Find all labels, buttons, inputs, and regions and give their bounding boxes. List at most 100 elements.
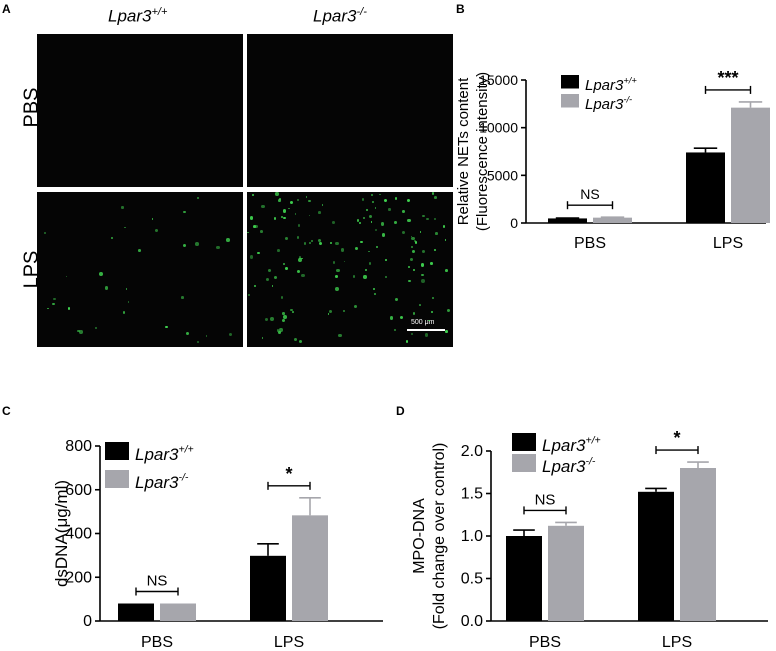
fluorescent-spot bbox=[226, 238, 230, 242]
fluorescent-spot bbox=[125, 288, 128, 290]
legend-swatch bbox=[105, 442, 129, 460]
fluorescent-spot bbox=[443, 225, 446, 228]
fluorescent-spot bbox=[298, 258, 302, 262]
fluorescent-spot bbox=[270, 317, 275, 321]
y-tick-label: 15000 bbox=[479, 72, 518, 88]
fluorescent-spot bbox=[228, 332, 233, 337]
fluorescent-spot bbox=[414, 241, 418, 244]
fluorescent-spot bbox=[354, 304, 358, 309]
fluorescent-spot bbox=[294, 213, 297, 216]
fluorescent-spot bbox=[335, 287, 339, 292]
fluorescent-spot bbox=[181, 296, 184, 299]
fluorescent-spot bbox=[358, 221, 361, 224]
fluorescent-spot bbox=[249, 255, 254, 259]
fluorescent-spot bbox=[329, 241, 332, 244]
fluorescent-spot bbox=[411, 250, 415, 254]
fluorescent-spot bbox=[267, 268, 272, 273]
fluorescent-spot bbox=[421, 250, 425, 254]
fluorescent-spot bbox=[410, 245, 413, 248]
fluorescent-spot bbox=[292, 311, 294, 313]
bar bbox=[292, 515, 328, 621]
fluorescent-spot bbox=[444, 239, 447, 242]
fluorescent-spot bbox=[317, 239, 321, 243]
fluorescent-spot bbox=[366, 209, 369, 212]
fluorescent-spot bbox=[261, 337, 264, 339]
fluorescent-spot bbox=[362, 216, 366, 220]
fluorescent-spot bbox=[196, 196, 199, 199]
fluorescent-spot bbox=[127, 301, 130, 303]
fluorescent-spot bbox=[368, 214, 372, 218]
fluorescent-spot bbox=[327, 312, 330, 315]
fluorescent-spot bbox=[370, 221, 373, 223]
micrograph-pbs-ko bbox=[247, 34, 453, 187]
fluorescent-spot bbox=[251, 193, 255, 196]
fluorescent-spot bbox=[298, 224, 301, 227]
y-tick-label: 0.5 bbox=[461, 571, 483, 588]
fluorescent-spot bbox=[356, 219, 360, 222]
x-category-label: LPS bbox=[713, 235, 743, 252]
legend-swatch bbox=[512, 454, 536, 472]
fluorescent-spot bbox=[374, 228, 378, 231]
fluorescent-spot bbox=[279, 328, 283, 332]
fluorescent-spot bbox=[381, 233, 386, 237]
bar bbox=[506, 536, 542, 621]
fluorescent-spot bbox=[273, 217, 277, 221]
fluorescent-spot bbox=[364, 269, 367, 272]
fluorescent-spot bbox=[280, 215, 284, 219]
bar bbox=[731, 107, 770, 223]
fluorescent-spot bbox=[412, 268, 416, 272]
panel-label-c: C bbox=[2, 404, 11, 418]
fluorescent-spot bbox=[297, 270, 301, 274]
fluorescent-spot bbox=[276, 329, 280, 333]
fluorescent-spot bbox=[361, 197, 365, 201]
fluorescent-spot bbox=[389, 316, 394, 320]
fluorescent-spot bbox=[318, 241, 322, 245]
fluorescent-spot bbox=[298, 340, 303, 344]
fluorescent-spot bbox=[247, 293, 250, 296]
fluorescent-spot bbox=[264, 317, 269, 322]
fluorescent-spot bbox=[247, 231, 250, 234]
fluorescent-spot bbox=[298, 256, 301, 259]
fluorescent-spot bbox=[372, 287, 376, 291]
fluorescent-spot bbox=[265, 277, 269, 281]
fluorescent-spot bbox=[165, 325, 168, 329]
fluorescent-spot bbox=[445, 330, 448, 333]
y-tick-label: 10000 bbox=[479, 120, 518, 136]
fluorescent-spot bbox=[335, 275, 339, 278]
bar bbox=[593, 217, 632, 223]
fluorescent-spot bbox=[419, 231, 422, 234]
x-category-label: PBS bbox=[529, 634, 561, 651]
fluorescent-spot bbox=[47, 307, 49, 310]
fluorescent-spot bbox=[68, 307, 71, 310]
fluorescent-spot bbox=[43, 232, 47, 235]
fluorescent-spot bbox=[420, 263, 424, 267]
y-tick-label: 200 bbox=[65, 569, 92, 586]
y-axis-label: MPO-DNA bbox=[411, 498, 428, 574]
significance-label: NS bbox=[535, 491, 556, 508]
legend-label: Lpar3+/+ bbox=[542, 434, 601, 455]
fluorescent-spot bbox=[293, 337, 297, 341]
fluorescent-spot bbox=[354, 247, 359, 251]
fluorescent-spot bbox=[259, 229, 263, 233]
fluorescent-spot bbox=[303, 241, 307, 245]
fluorescent-spot bbox=[254, 224, 258, 229]
legend-label: Lpar3+/+ bbox=[585, 75, 637, 94]
fluorescent-spot bbox=[289, 200, 294, 205]
chart-d: 0.0 0.5 1.0 1.5 2.0 MPO-DNA (Fold change over … bbox=[411, 428, 768, 651]
y-tick-label: 2.0 bbox=[461, 443, 483, 460]
panel-label-d: D bbox=[396, 404, 405, 418]
fluorescent-spot bbox=[305, 196, 308, 198]
y-axis-label: (Fold change over control) bbox=[431, 443, 448, 630]
fluorescent-spot bbox=[301, 273, 305, 278]
panel-label-a: A bbox=[2, 2, 11, 16]
fluorescent-spot bbox=[301, 257, 303, 260]
fluorescent-spot bbox=[254, 284, 257, 287]
scale-bar-label: 500 μm bbox=[411, 319, 435, 326]
significance-label: NS bbox=[147, 573, 168, 590]
fluorescent-spot bbox=[283, 315, 287, 319]
legend-label: Lpar3-/- bbox=[542, 455, 596, 476]
fluorescent-spot bbox=[410, 235, 413, 238]
fluorescent-spot bbox=[445, 269, 448, 272]
legend-swatch bbox=[561, 94, 579, 108]
fluorescent-spot bbox=[318, 211, 321, 214]
